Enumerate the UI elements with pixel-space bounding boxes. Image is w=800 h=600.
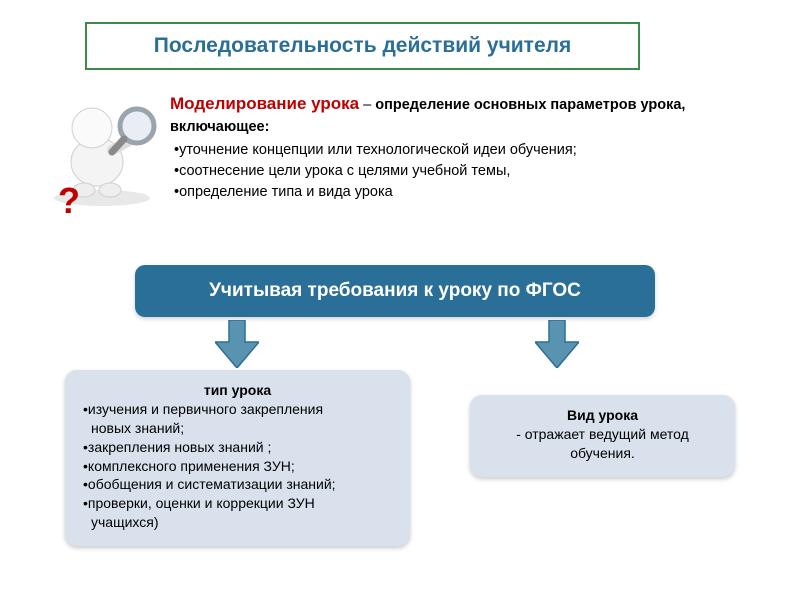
arrow-down-right-icon: [535, 320, 579, 368]
right-card-title: Вид урока: [484, 406, 721, 425]
arrow-down-left-icon: [215, 320, 259, 368]
description-lead: Моделирование урока – определение основн…: [170, 97, 685, 135]
left-card-line: учащихся): [79, 513, 396, 532]
description-heading: Моделирование урока: [170, 94, 359, 113]
right-card: Вид урока - отражает ведущий метод обуче…: [470, 395, 735, 477]
left-card-line: изучения и первичного закрепления: [79, 400, 396, 419]
question-mark-icon: ?: [58, 180, 80, 222]
description-bullet: определение типа и вида урока: [170, 182, 730, 203]
page-title-box: Последовательность действий учителя: [85, 22, 640, 70]
description-dash: –: [363, 97, 371, 113]
description-bullets: уточнение концепции или технологической …: [170, 140, 730, 203]
description-bullet: уточнение концепции или технологической …: [170, 140, 730, 161]
banner: Учитывая требования к уроку по ФГОС: [135, 265, 655, 317]
left-card: тип урока изучения и первичного закрепле…: [65, 370, 410, 546]
left-card-line: обобщения и систематизации знаний;: [79, 475, 396, 494]
description-block: Моделирование урока – определение основн…: [170, 92, 730, 203]
banner-text: Учитывая требования к уроку по ФГОС: [209, 280, 581, 302]
left-card-line: комплексного применения ЗУН;: [79, 457, 396, 476]
left-card-title: тип урока: [79, 381, 396, 400]
right-card-text: - отражает ведущий метод обучения.: [484, 425, 721, 463]
description-bullet: соотнесение цели урока с целями учебной …: [170, 161, 730, 182]
left-card-line: закрепления новых знаний ;: [79, 438, 396, 457]
page-title: Последовательность действий учителя: [154, 34, 571, 58]
left-card-line: новых знаний;: [79, 419, 396, 438]
left-card-line: проверки, оценки и коррекции ЗУН: [79, 494, 396, 513]
left-card-body: изучения и первичного закрепления новых …: [79, 400, 396, 532]
